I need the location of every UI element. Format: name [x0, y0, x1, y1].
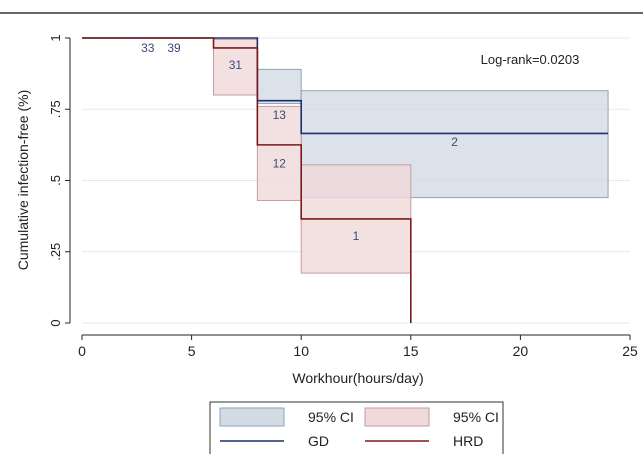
at-risk-label: 1 — [353, 229, 360, 243]
x-tick-label: 10 — [293, 343, 309, 359]
legend-label: 95% CI — [308, 409, 354, 425]
x-tick-label: 15 — [403, 343, 419, 359]
at-risk-label: 33 — [141, 41, 155, 55]
at-risk-label: 39 — [167, 41, 181, 55]
x-tick-label: 20 — [513, 343, 529, 359]
at-risk-label: 13 — [273, 108, 287, 122]
survival-line-hrd — [82, 37, 412, 323]
x-tick-label: 0 — [78, 343, 86, 359]
legend: 95% CI 95% CI GD HRD — [209, 401, 504, 454]
legend-label: HRD — [453, 433, 483, 449]
x-tick-label: 5 — [188, 343, 196, 359]
y-tick-label: .25 — [48, 243, 63, 261]
at-risk-label: 2 — [451, 135, 458, 149]
at-risk-labels: 39 13 2 33 31 12 1 — [141, 41, 458, 243]
ci-band-hrd — [256, 105, 302, 201]
legend-swatch-ci-hrd — [364, 407, 430, 427]
y-tick-label: 0 — [48, 319, 63, 326]
x-tick-label: 25 — [622, 343, 638, 359]
survival-line-gd — [82, 37, 609, 135]
ci-band-gd — [256, 68, 302, 105]
at-risk-label: 31 — [229, 58, 243, 72]
legend-label: 95% CI — [453, 409, 499, 425]
legend-label: GD — [308, 433, 329, 449]
survival-curves — [82, 37, 609, 323]
y-tick-label: .75 — [48, 100, 63, 118]
x-axis-title: Workhour(hours/day) — [292, 370, 423, 386]
y-axis-title: Cumulative infection-free (%) — [15, 90, 31, 271]
logrank-annotation: Log-rank=0.0203 — [481, 52, 580, 67]
at-risk-label: 12 — [273, 156, 287, 170]
y-tick-label: 1 — [48, 34, 63, 41]
legend-swatch-ci-gd — [219, 407, 285, 427]
ci-band-gd — [300, 90, 609, 199]
y-tick-label: .5 — [48, 175, 63, 186]
